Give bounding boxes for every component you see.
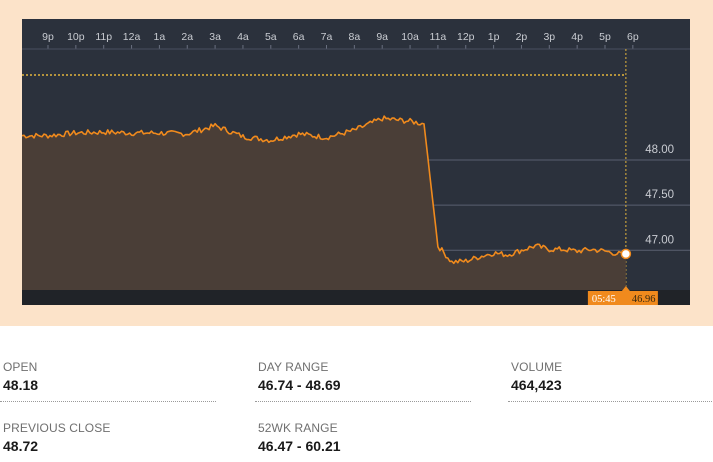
time-tick-label: 9p xyxy=(42,31,54,43)
bottom-strip xyxy=(22,290,690,305)
time-tick-label: 12a xyxy=(123,31,141,43)
time-tick-label: 10p xyxy=(67,31,85,43)
time-tick-label: 10a xyxy=(401,31,419,43)
time-tick-label: 12p xyxy=(457,31,475,43)
previous-close-label: PREVIOUS CLOSE xyxy=(3,421,111,435)
stats-column-3: VOLUME 464,423 xyxy=(508,326,713,462)
cursor-tag-box xyxy=(587,291,658,305)
time-tick-label: 9a xyxy=(376,31,388,43)
day-range-value: 46.74 - 48.69 xyxy=(258,377,341,393)
time-tick-label: 4a xyxy=(237,31,249,43)
price-tick-label: 47.00 xyxy=(645,234,674,246)
previous-close-value: 48.72 xyxy=(3,438,39,454)
time-tick-label: 1a xyxy=(154,31,166,43)
time-tick-label: 11a xyxy=(430,31,447,43)
volume-label: VOLUME xyxy=(511,360,563,374)
volume-value: 464,423 xyxy=(511,377,562,393)
day-range-label: DAY RANGE xyxy=(258,360,329,374)
cursor-time-label: 05:45 xyxy=(592,294,616,305)
stats-panel: OPEN 48.18 PREVIOUS CLOSE 48.72 DAY RANG… xyxy=(0,326,713,462)
stats-column-1: OPEN 48.18 PREVIOUS CLOSE 48.72 xyxy=(0,326,218,462)
cursor-price-label: 46.96 xyxy=(632,294,656,305)
chart-frame: 9p 10p 11p 12a 1a 2a 3a 4a 5a 6a 7a 8a 9a 10a 11a 12p 1p… xyxy=(0,0,713,326)
time-tick-label: 5p xyxy=(599,31,611,43)
open-label: OPEN xyxy=(3,360,38,374)
time-axis: 9p 10p 11p 12a 1a 2a 3a 4a 5a 6a 7a 8a 9a 10a 11a 12p 1p… xyxy=(42,31,639,49)
time-tick-label: 7a xyxy=(321,31,333,43)
cursor-point xyxy=(620,248,632,260)
time-tick-label: 4p xyxy=(571,31,583,43)
time-tick-label: 3p xyxy=(543,31,555,43)
time-tick-label: 11p xyxy=(95,31,112,43)
price-tick-label: 48.00 xyxy=(645,144,674,156)
cursor-tag-pointer xyxy=(621,286,630,291)
time-tick-label: 8a xyxy=(349,31,361,43)
time-tick-label: 2a xyxy=(181,31,193,43)
52wk-range-value: 46.47 - 60.21 xyxy=(258,438,341,454)
price-area-fill xyxy=(22,116,626,290)
cursor-tag: 05:45 46.96 xyxy=(587,286,658,305)
time-tick-label: 6a xyxy=(293,31,305,43)
52wk-range-label: 52WK RANGE xyxy=(258,421,338,435)
price-chart-svg[interactable]: 9p 10p 11p 12a 1a 2a 3a 4a 5a 6a 7a 8a 9a 10a 11a 12p 1p… xyxy=(22,19,690,305)
open-value: 48.18 xyxy=(3,377,39,393)
price-line xyxy=(22,115,627,265)
time-tick-label: 3a xyxy=(209,31,221,43)
divider xyxy=(255,401,471,402)
price-chart[interactable]: 9p 10p 11p 12a 1a 2a 3a 4a 5a 6a 7a 8a 9a 10a 11a 12p 1p… xyxy=(22,19,690,305)
divider xyxy=(508,401,713,402)
time-tick-label: 1p xyxy=(488,31,500,43)
time-tick-label: 2p xyxy=(516,31,528,43)
divider xyxy=(0,401,216,402)
stats-column-2: DAY RANGE 46.74 - 48.69 52WK RANGE 46.47… xyxy=(255,326,473,462)
time-tick-label: 5a xyxy=(265,31,277,43)
time-tick-label: 6p xyxy=(627,31,639,43)
price-tick-label: 47.50 xyxy=(645,189,674,201)
